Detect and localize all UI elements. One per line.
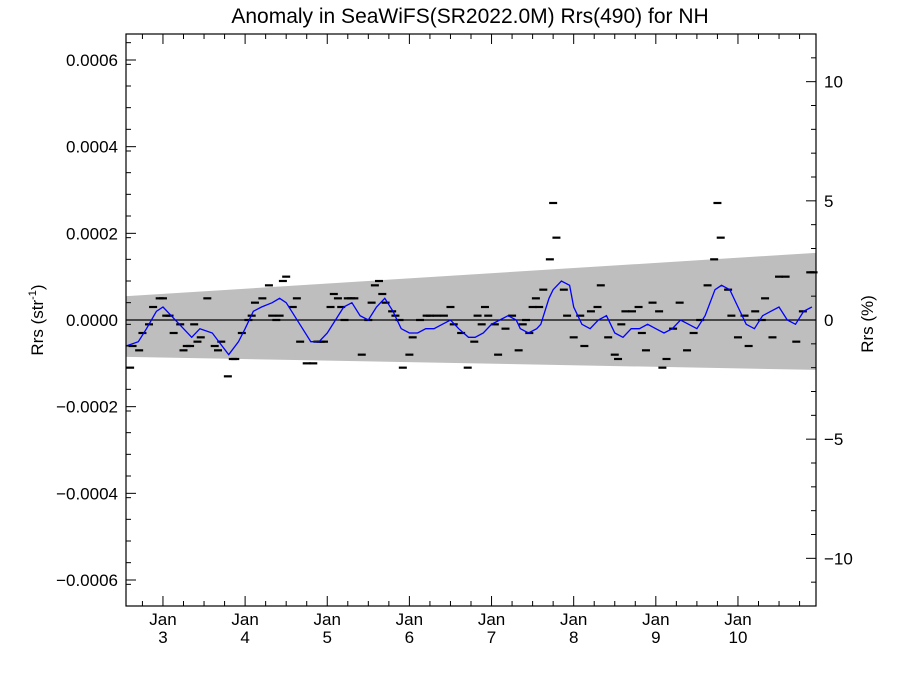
y-axis-left-label-superscript: -1 <box>27 290 39 300</box>
x-tick-label-month: Jan <box>478 610 505 629</box>
x-tick-label-year: 8 <box>569 628 578 647</box>
y-left-tick-label: 0.0000 <box>66 311 118 330</box>
y-left-tick-label: 0.0004 <box>66 138 118 157</box>
x-tick-label-year: 10 <box>729 628 748 647</box>
running-mean-line <box>125 280 813 356</box>
y-right-tick-label: 0 <box>824 311 833 330</box>
x-tick-label-month: Jan <box>724 610 751 629</box>
y-right-tick-label: 10 <box>824 73 843 92</box>
chart-title: Anomaly in SeaWiFS(SR2022.0M) Rrs(490) f… <box>231 5 708 28</box>
y-right-tick-label: −10 <box>824 549 853 568</box>
x-tick-label-year: 6 <box>405 628 414 647</box>
x-tick-label-month: Jan <box>149 610 176 629</box>
y-axis-left-label-main: Rrs (str <box>28 300 47 356</box>
y-axis-right-label: Rrs (%) <box>858 295 877 353</box>
x-tick-label-month: Jan <box>560 610 587 629</box>
x-tick-label-year: 4 <box>240 628 249 647</box>
x-tick-label-year: 9 <box>651 628 660 647</box>
y-axis-left-label: Rrs (str-1) <box>27 284 47 355</box>
envelope-band <box>126 252 816 370</box>
x-tick-label-year: 7 <box>487 628 496 647</box>
y-right-tick-label: −5 <box>824 430 843 449</box>
x-tick-label-year: 5 <box>323 628 332 647</box>
y-left-tick-label: 0.0002 <box>66 224 118 243</box>
y-left-tick-label: 0.0006 <box>66 51 118 70</box>
x-tick-label-year: 3 <box>158 628 167 647</box>
y-left-tick-label: −0.0004 <box>56 484 118 503</box>
x-tick-label-month: Jan <box>642 610 669 629</box>
x-tick-label-month: Jan <box>314 610 341 629</box>
y-right-tick-label: 5 <box>824 192 833 211</box>
y-axis-left-label-close: ) <box>28 284 47 290</box>
x-tick-label-month: Jan <box>396 610 423 629</box>
x-tick-label-month: Jan <box>231 610 258 629</box>
y-left-tick-label: −0.0006 <box>56 571 118 590</box>
plot-area: 0.0006 0.0004 0.0002 0.0000 −0.0002 −0.0004 −0… <box>56 33 853 647</box>
y-left-tick-label: −0.0002 <box>56 398 118 417</box>
